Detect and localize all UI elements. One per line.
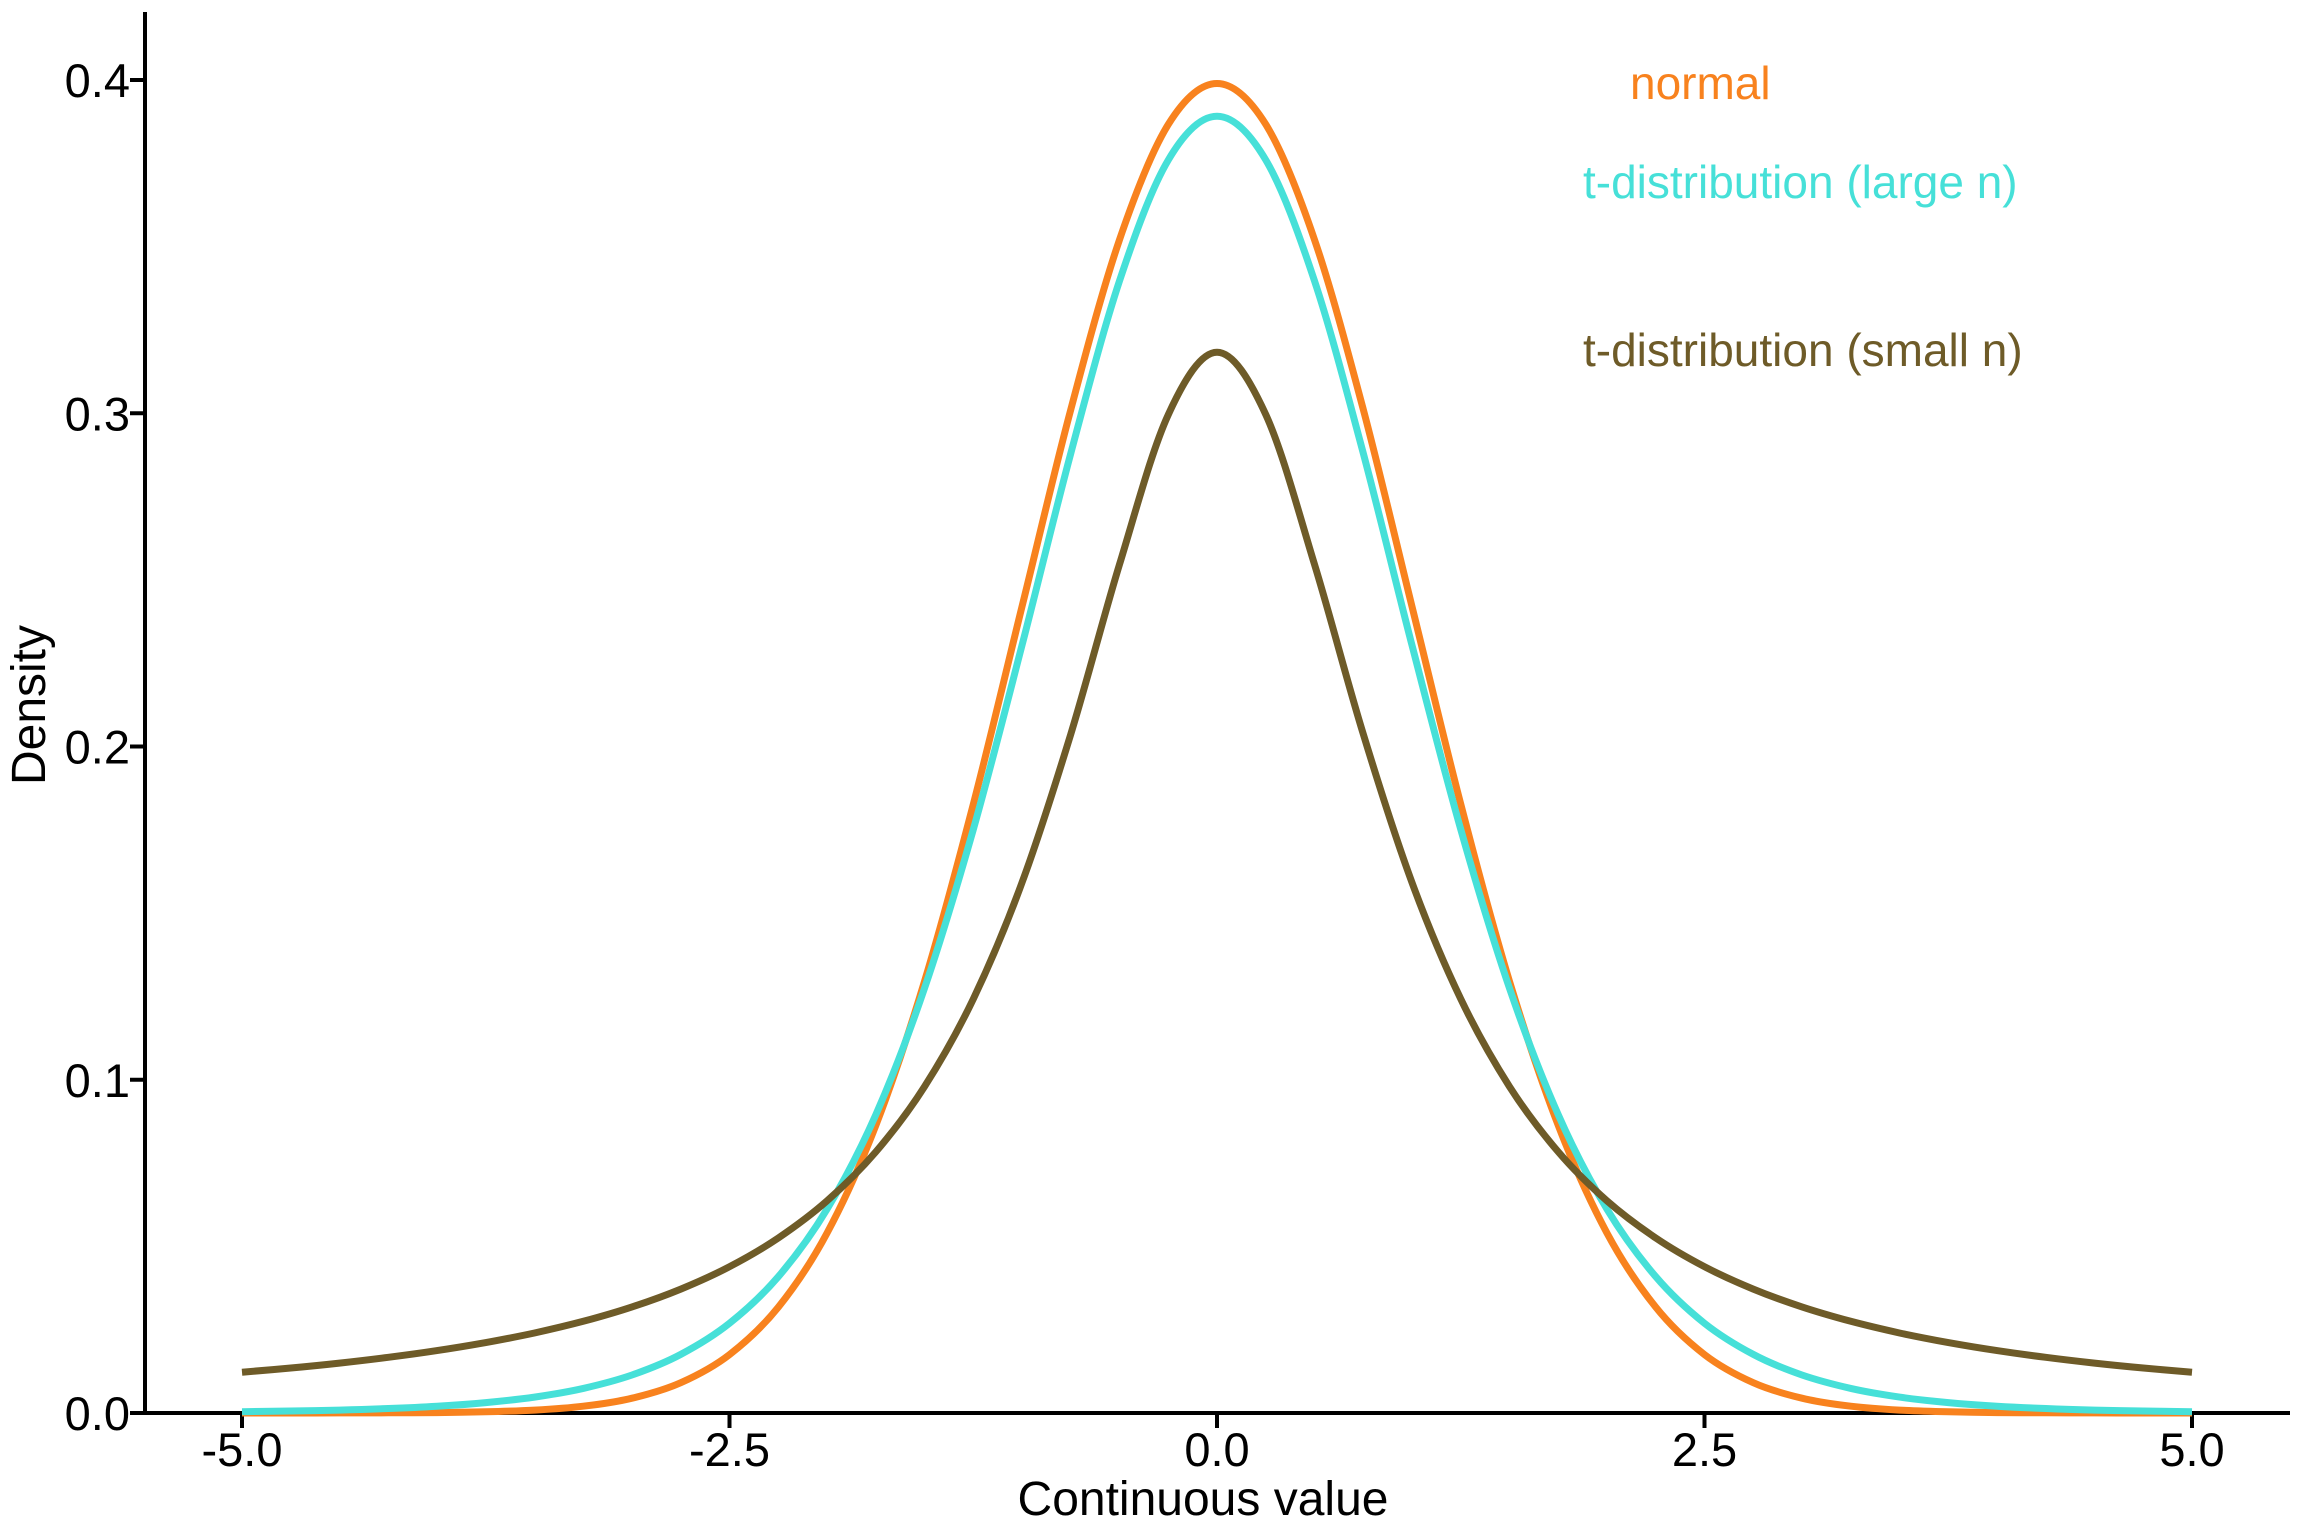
legend-label-t-distribution-small-n: t-distribution (small n) (1583, 324, 2023, 376)
y-tick-label: 0.0 (65, 1387, 130, 1440)
y-tick-label: 0.1 (65, 1054, 130, 1107)
x-tick-label: 2.5 (1672, 1423, 1737, 1476)
curve-normal (242, 79, 2192, 1417)
curve-t-small-n (241, 348, 2193, 1376)
y-tick-label: 0.2 (65, 721, 130, 774)
x-axis-title: Continuous value (1017, 1473, 1389, 1526)
y-tick-label: 0.4 (65, 54, 130, 107)
curve-t-large-n (241, 112, 2193, 1416)
x-tick-label: -5.0 (202, 1423, 283, 1476)
y-tick-label: 0.3 (65, 387, 130, 440)
x-tick-label: 0.0 (1184, 1423, 1249, 1476)
x-tick-label: -2.5 (689, 1423, 770, 1476)
y-axis-title: Density (3, 624, 56, 786)
x-tick-label: 5.0 (2159, 1423, 2224, 1476)
legend-label-t-distribution-large-n: t-distribution (large n) (1583, 156, 2018, 208)
legend-label-normal: normal (1630, 57, 1771, 109)
